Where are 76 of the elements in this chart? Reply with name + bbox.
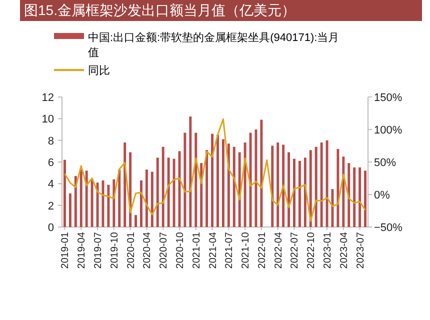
- bar: [118, 170, 121, 227]
- x-tick-label: 2022-10: [306, 232, 318, 269]
- bar: [64, 160, 66, 227]
- y2-tick-label: −50%: [374, 222, 403, 234]
- x-tick-label: 2021-01: [191, 232, 202, 269]
- legend-label: 同比: [88, 64, 110, 78]
- bar: [216, 134, 219, 227]
- bar: [298, 160, 301, 227]
- x-tick-label: 2020-04: [142, 232, 154, 269]
- bar: [244, 142, 246, 227]
- x-tick-label: 2023-01: [322, 232, 334, 269]
- bar: [260, 120, 263, 227]
- y2-tick-label: 150%: [374, 92, 402, 104]
- title: 图15.金属框架沙发出口额当月值（亿美元）: [20, 0, 422, 21]
- bar: [276, 142, 280, 227]
- bar: [167, 158, 170, 227]
- bar: [353, 167, 356, 227]
- x-tick-label: 2021-04: [208, 232, 219, 269]
- bar: [288, 152, 290, 227]
- y-tick-label: 0: [48, 222, 54, 234]
- bar: [211, 134, 214, 227]
- y2-tick-label: 0%: [374, 190, 390, 202]
- bar: [162, 146, 164, 227]
- y-tick-label: 6: [48, 157, 54, 169]
- x-tick-label: 2020-07: [158, 232, 170, 269]
- bar: [107, 184, 110, 227]
- bar: [85, 170, 88, 227]
- bar: [282, 144, 285, 227]
- y-tick-label: 12: [42, 92, 54, 104]
- bar: [364, 170, 366, 227]
- y-tick-label: 8: [48, 135, 54, 148]
- bar: [309, 150, 312, 227]
- bar: [314, 146, 318, 227]
- bar: [320, 142, 323, 227]
- bar: [74, 176, 77, 227]
- bar: [150, 172, 154, 227]
- bar: [342, 156, 345, 227]
- y-tick-label: 10: [42, 114, 54, 126]
- x-tick-label: 2019-07: [93, 232, 104, 269]
- bar: [184, 132, 186, 227]
- x-tick-label: 2023-04: [338, 232, 350, 269]
- x-tick-label: 2019-04: [76, 232, 88, 269]
- bar: [222, 139, 224, 227]
- x-tick-label: 2020-10: [174, 232, 186, 269]
- bar: [140, 180, 142, 227]
- y-tick-label: 4: [48, 178, 54, 191]
- bar: [124, 142, 126, 227]
- bar: [156, 158, 159, 227]
- x-tick-label: 2022-01: [256, 232, 268, 269]
- bar: [134, 215, 137, 227]
- bar: [348, 163, 350, 227]
- x-tick-label: 2020-01: [126, 232, 137, 269]
- x-tick-label: 2023-07: [355, 232, 366, 269]
- x-tick-label: 2022-04: [273, 232, 284, 269]
- x-tick-label: 2019-10: [109, 232, 120, 269]
- x-tick-label: 2022-07: [290, 232, 301, 269]
- bar: [68, 193, 72, 227]
- bar: [80, 170, 82, 227]
- y-tick-label: 2: [48, 200, 54, 212]
- bar: [206, 150, 208, 227]
- bar: [90, 179, 94, 227]
- bar: [232, 146, 236, 227]
- y2-tick-label: 100%: [374, 124, 402, 136]
- bar: [358, 167, 362, 227]
- bar: [145, 170, 148, 227]
- x-tick-label: 2021-07: [224, 232, 236, 269]
- bar: [271, 146, 274, 227]
- y2-tick-label: 50%: [374, 157, 396, 169]
- bar: [293, 158, 296, 227]
- x-tick-label: 2021-10: [240, 232, 252, 269]
- bar: [304, 158, 306, 227]
- bar: [336, 149, 340, 227]
- bar: [194, 132, 198, 227]
- bar: [189, 116, 192, 227]
- legend-label: 中国:出口金额:带软垫的金属框架坐具(940171):当月值: [88, 30, 340, 60]
- x-tick-label: 2019-01: [60, 232, 72, 269]
